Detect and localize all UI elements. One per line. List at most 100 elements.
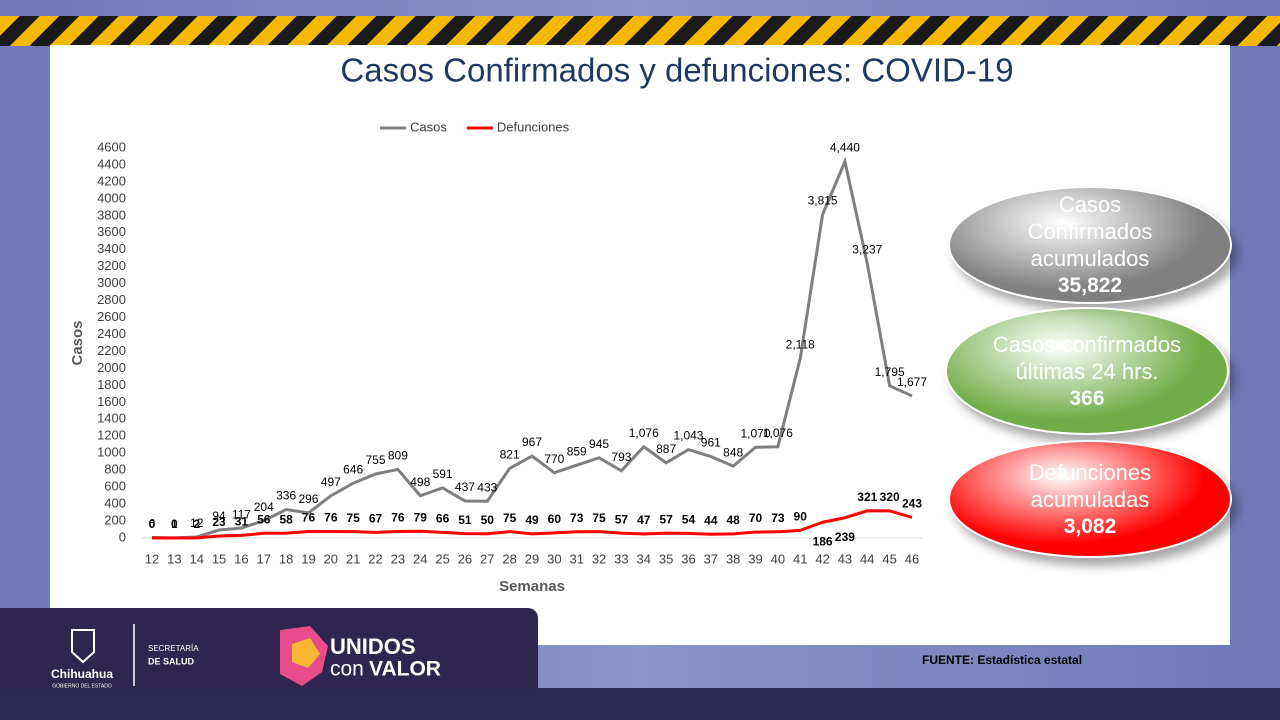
x-tick-label: 33: [614, 551, 628, 566]
y-tick-label: 3400: [97, 241, 126, 256]
data-label: 117: [232, 507, 251, 521]
card-label: Casos confirmados últimas 24 hrs.: [992, 331, 1182, 384]
data-label: 0: [171, 517, 178, 531]
series-line: [151, 156, 913, 540]
data-label: 49: [525, 513, 539, 527]
y-axis-title: Casos: [69, 320, 86, 365]
data-label: 859: [567, 444, 587, 458]
x-tick-label: 44: [860, 551, 874, 566]
y-tick-label: 4000: [97, 190, 126, 205]
data-label: 73: [570, 511, 584, 525]
x-tick-label: 21: [346, 551, 360, 566]
data-label: 79: [414, 510, 428, 524]
y-tick-label: 3800: [97, 207, 126, 222]
summary-card: Defunciones acumuladas 3,082: [948, 440, 1232, 558]
y-tick-label: 3600: [97, 224, 126, 239]
data-label: 94: [212, 509, 226, 523]
y-tick-label: 1800: [97, 377, 126, 392]
x-tick-label: 13: [167, 551, 181, 566]
data-label: 23: [212, 515, 226, 529]
dept: SECRETARÍA: [148, 644, 199, 653]
y-tick-label: 400: [104, 496, 126, 511]
card-label: Defunciones acumuladas: [1028, 459, 1152, 512]
org: Chihuahua: [51, 667, 113, 681]
data-label: 2,118: [786, 338, 815, 352]
data-label: 56: [257, 512, 271, 526]
data-label: 57: [615, 512, 629, 526]
data-label: 76: [324, 511, 338, 525]
data-label: 321: [857, 490, 877, 504]
data-label: 73: [771, 511, 785, 525]
x-tick-label: 38: [726, 551, 740, 566]
data-label: 0: [149, 517, 156, 531]
data-label: 3,815: [808, 194, 838, 208]
state-icon: [292, 638, 320, 668]
y-tick-label: 1400: [97, 411, 126, 426]
data-label: 646: [343, 462, 363, 476]
card-value: 3,082: [1063, 514, 1117, 538]
data-label: 186: [813, 534, 833, 548]
x-tick-label: 16: [234, 551, 248, 566]
x-tick-label: 17: [257, 551, 271, 566]
logo-area: Chihuahua GOBIERNO DEL ESTADO SECRETARÍA…: [0, 608, 538, 690]
y-tick-label: 600: [104, 479, 126, 494]
x-tick-label: 39: [748, 551, 762, 566]
data-label: 497: [321, 475, 341, 489]
card-value: 35,822: [1057, 274, 1123, 297]
data-label: 76: [391, 511, 405, 525]
slogan: con: [330, 658, 364, 681]
logos: Chihuahua GOBIERNO DEL ESTADO SECRETARÍA…: [51, 624, 441, 689]
data-label: 6: [149, 517, 156, 531]
data-label: 3,237: [852, 243, 882, 257]
y-tick-label: 2000: [97, 360, 126, 375]
x-tick-label: 15: [212, 551, 226, 566]
data-label: 90: [794, 510, 808, 524]
card-label: Casos Confirmados acumulados: [1027, 192, 1153, 271]
data-label: 755: [366, 453, 386, 467]
data-label: 437: [455, 480, 475, 494]
y-tick-label: 4400: [97, 156, 126, 171]
data-label: 70: [749, 511, 763, 525]
dept: DE SALUD: [148, 656, 195, 666]
y-tick-label: 4200: [97, 173, 126, 188]
data-label: 770: [544, 452, 564, 466]
hazard-stripe: [0, 16, 1280, 46]
data-label: 31: [235, 515, 249, 529]
data-label: 47: [637, 513, 651, 527]
data-label: 76: [302, 511, 316, 525]
data-label: 67: [369, 511, 383, 525]
data-label: 433: [477, 480, 497, 494]
x-tick-label: 14: [189, 551, 203, 566]
y-tick-label: 2200: [97, 343, 126, 358]
x-tick-label: 18: [279, 551, 293, 566]
data-label: 75: [346, 511, 360, 525]
x-tick-label: 43: [838, 551, 852, 566]
legend-label: Casos: [410, 119, 447, 134]
chart-title: Casos Confirmados y defunciones: COVID-1…: [340, 52, 1013, 89]
x-tick-label: 25: [435, 551, 449, 566]
y-tick-label: 2600: [97, 309, 126, 324]
x-tick-label: 45: [882, 551, 896, 566]
data-label: 239: [835, 530, 855, 544]
data-label: 51: [458, 513, 472, 527]
y-tick-label: 2400: [97, 326, 126, 341]
legend-label: Defunciones: [497, 119, 570, 134]
source: FUENTE: Estadística estatal: [922, 653, 1082, 667]
data-label: 809: [388, 449, 408, 463]
data-label: 75: [503, 511, 517, 525]
card-value: 366: [1069, 386, 1105, 410]
data-label: 4,440: [830, 141, 860, 155]
x-tick-label: 24: [413, 551, 427, 566]
summary-card: Casos Confirmados acumulados 35,822: [948, 186, 1232, 304]
y-tick-label: 3000: [97, 275, 126, 290]
data-label: 821: [500, 448, 520, 462]
x-tick-label: 28: [502, 551, 516, 566]
data-label: 60: [548, 512, 562, 526]
x-tick-label: 26: [458, 551, 472, 566]
y-tick-label: 3200: [97, 258, 126, 273]
data-label: 498: [410, 475, 430, 489]
x-tick-label: 30: [547, 551, 561, 566]
data-label: 296: [298, 492, 318, 506]
x-tick-label: 37: [704, 551, 718, 566]
data-label: 44: [704, 513, 718, 527]
